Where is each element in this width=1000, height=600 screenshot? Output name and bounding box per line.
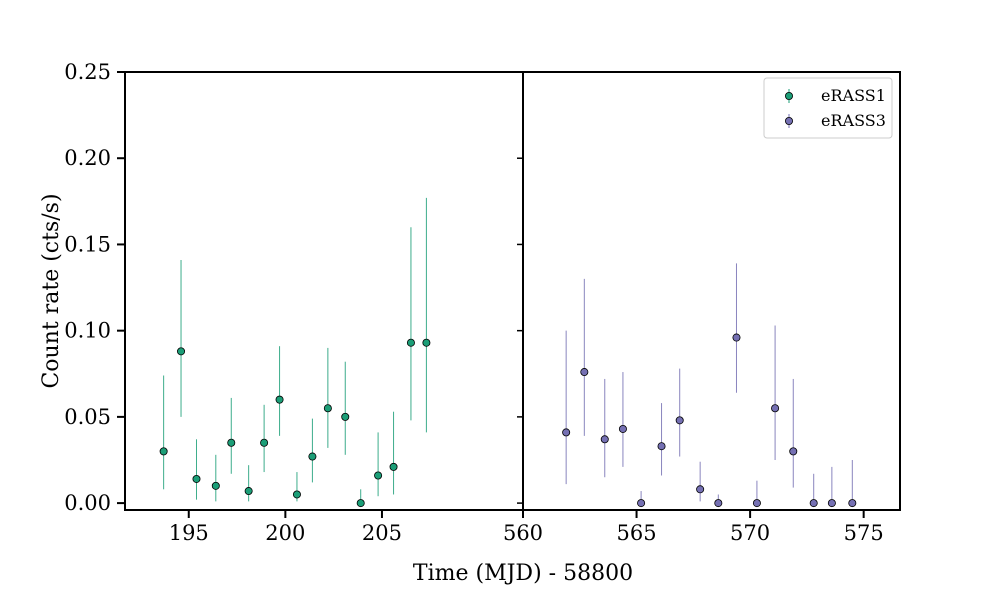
data-point bbox=[809, 499, 818, 508]
y-tick-label: 0.25 bbox=[64, 60, 111, 84]
x-axis-title: Time (MJD) - 58800 bbox=[413, 561, 633, 586]
x-tick-label: 575 bbox=[844, 521, 884, 545]
data-point bbox=[696, 485, 705, 494]
data-point bbox=[422, 338, 431, 347]
data-point bbox=[562, 428, 571, 437]
legend-label: eRASS1 bbox=[821, 86, 886, 105]
data-point bbox=[374, 471, 383, 480]
legend: eRASS1 eRASS3 bbox=[763, 77, 893, 139]
y-axis-title: Count rate (cts/s) bbox=[39, 193, 64, 388]
x-tick-label: 560 bbox=[503, 521, 543, 545]
data-point bbox=[600, 435, 609, 444]
data-point bbox=[323, 404, 332, 413]
data-point bbox=[657, 442, 666, 451]
data-point bbox=[732, 333, 741, 342]
y-tick-label: 0.20 bbox=[64, 146, 111, 170]
x-tick-label: 570 bbox=[730, 521, 770, 545]
data-point bbox=[389, 462, 398, 471]
data-point bbox=[292, 490, 301, 499]
x-tick-label: 205 bbox=[362, 521, 402, 545]
x-tick-label: 195 bbox=[169, 521, 209, 545]
legend-marker bbox=[785, 92, 794, 101]
data-point bbox=[260, 438, 269, 447]
y-tick-label: 0.05 bbox=[64, 405, 111, 429]
data-point bbox=[177, 347, 186, 356]
data-point bbox=[827, 499, 836, 508]
data-point bbox=[580, 368, 589, 377]
legend-marker bbox=[785, 117, 794, 126]
data-point bbox=[714, 499, 723, 508]
x-tick-label: 200 bbox=[265, 521, 305, 545]
frame-layer bbox=[124, 71, 901, 511]
right-panel-frame bbox=[522, 71, 901, 511]
plot-layer bbox=[159, 197, 857, 508]
y-tick-label: 0.10 bbox=[64, 319, 111, 343]
data-point bbox=[275, 395, 284, 404]
data-point bbox=[848, 499, 857, 508]
x-tick-label: 565 bbox=[617, 521, 657, 545]
legend-box bbox=[763, 77, 893, 139]
data-point bbox=[211, 481, 220, 490]
data-point bbox=[789, 447, 798, 456]
data-point bbox=[637, 499, 646, 508]
data-point bbox=[618, 424, 627, 433]
y-tick-label: 0.00 bbox=[64, 491, 111, 515]
left-panel-frame bbox=[124, 71, 524, 511]
data-point bbox=[244, 487, 253, 496]
tick-layer: 0.00 0.05 0.10 0.15 0.20 0.25 195 200 205 560 565 5… bbox=[64, 60, 883, 545]
data-point bbox=[771, 404, 780, 413]
legend-label: eRASS3 bbox=[821, 111, 886, 130]
data-point bbox=[341, 412, 350, 421]
data-point bbox=[406, 338, 415, 347]
data-point bbox=[227, 438, 236, 447]
data-point bbox=[752, 499, 761, 508]
data-point bbox=[308, 452, 317, 461]
y-tick-label: 0.15 bbox=[64, 232, 111, 256]
data-point bbox=[675, 416, 684, 425]
data-point bbox=[159, 447, 168, 456]
data-point bbox=[192, 474, 201, 483]
data-point bbox=[356, 499, 365, 508]
